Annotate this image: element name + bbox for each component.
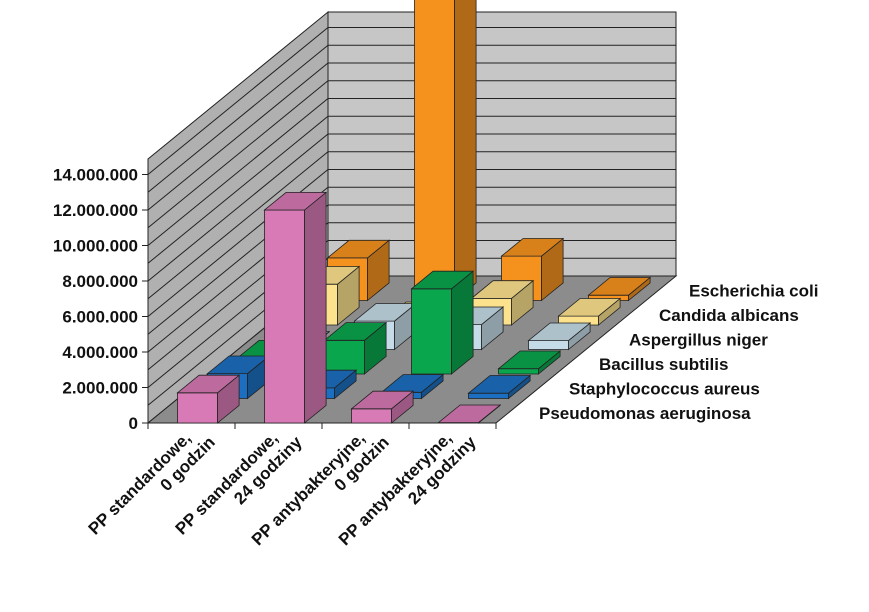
series-label: Aspergillus niger — [629, 330, 768, 349]
gridline — [147, 151, 676, 300]
gridline — [147, 204, 676, 353]
gridline — [147, 133, 676, 282]
series-label: Bacillus subtilis — [599, 355, 728, 374]
y-tick-label: 4.000.000 — [62, 343, 138, 362]
y-tick-label: 2.000.000 — [62, 379, 138, 398]
bar — [323, 321, 388, 375]
series-label: Pseudomonas aeruginosa — [539, 404, 751, 423]
bar — [497, 350, 562, 375]
series-labels: Pseudomonas aeruginosa Staphylococcus aur… — [539, 281, 818, 423]
gridline — [147, 186, 676, 335]
gridline — [147, 115, 676, 264]
gridline — [147, 80, 676, 229]
bars — [176, 0, 652, 424]
y-axis: 0 2.000.000 4.000.000 6.000.000 8.000.000 10.… — [53, 166, 497, 433]
y-tick-label: 12.000.000 — [53, 201, 138, 220]
series-label: Escherichia coli — [689, 281, 818, 300]
gridline — [147, 222, 676, 371]
series-label: Staphylococcus aureus — [569, 379, 760, 398]
bar — [350, 390, 415, 424]
gridline — [147, 27, 676, 175]
series-label: Candida albicans — [659, 306, 799, 325]
y-tick-label: 10.000.000 — [53, 237, 138, 256]
back-wall — [327, 11, 677, 277]
gridline — [147, 98, 676, 246]
bar — [410, 270, 475, 375]
category-label: PP standardowe,0 godzin — [85, 418, 219, 552]
y-tick-label: 0 — [129, 414, 138, 433]
bar — [527, 322, 592, 351]
gridline — [147, 169, 676, 317]
y-tick-label: 14.000.000 — [53, 166, 138, 185]
gridline — [147, 62, 676, 211]
gridline — [147, 44, 676, 193]
bar — [263, 191, 328, 424]
y-tick-label: 8.000.000 — [62, 272, 138, 291]
category-label: PP standardowe,24 godziny — [172, 418, 307, 553]
y-tick-label: 6.000.000 — [62, 308, 138, 327]
bar — [437, 404, 502, 424]
bar — [176, 374, 241, 424]
bar — [414, 0, 477, 302]
bar — [467, 374, 532, 400]
